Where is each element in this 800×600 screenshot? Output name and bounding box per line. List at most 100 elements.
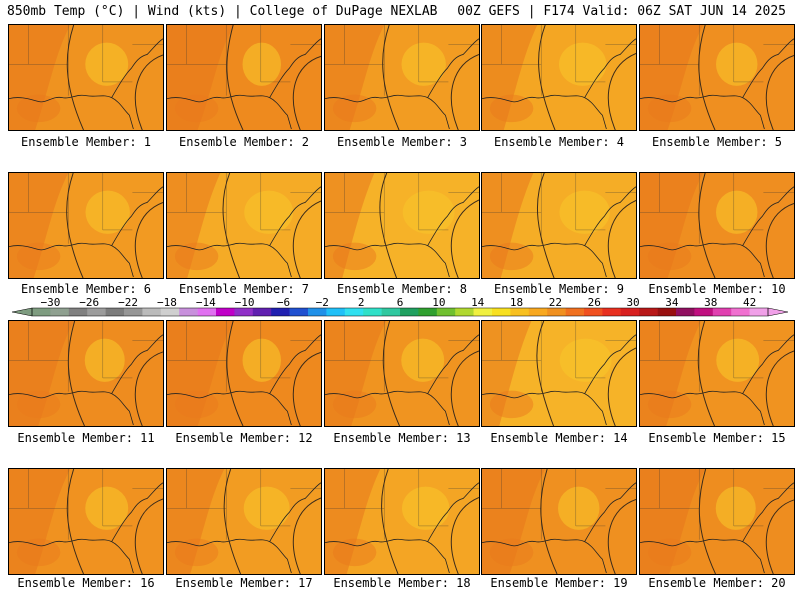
state-borders — [167, 173, 321, 244]
coastline — [482, 334, 636, 426]
height-contour — [607, 200, 636, 278]
ensemble-member-map — [166, 468, 322, 575]
colorbar-tick-label: −14 — [196, 296, 216, 309]
coastline — [167, 186, 321, 278]
height-contour — [226, 321, 244, 426]
ensemble-member-label: Ensemble Member: 11 — [17, 431, 155, 445]
colorbar-swatch — [234, 308, 254, 316]
height-contour — [134, 498, 163, 574]
colorbar-swatch — [547, 308, 566, 316]
colorbar-tick-label: 2 — [358, 296, 365, 309]
height-contour — [134, 54, 163, 130]
colorbar-swatch — [32, 308, 51, 316]
height-contour — [379, 173, 398, 278]
ensemble-member-map — [8, 172, 164, 279]
ensemble-member-label: Ensemble Member: 3 — [336, 135, 468, 149]
ensemble-member-map — [481, 24, 637, 131]
coastline — [9, 334, 163, 426]
cool-temperature-area — [559, 338, 612, 382]
warm-temperature-area — [647, 94, 692, 123]
height-contour — [223, 469, 242, 574]
colorbar-swatch — [455, 308, 474, 316]
warm-temperature-area — [489, 538, 534, 567]
height-contour — [765, 499, 794, 574]
warm-temperature-area — [174, 242, 219, 271]
warm-temperature-area — [489, 242, 534, 271]
ensemble-member-map — [8, 468, 164, 575]
height-contour — [134, 351, 163, 426]
coastline — [482, 482, 636, 574]
colorbar-tick-label: 26 — [588, 296, 601, 309]
ensemble-member-map — [324, 24, 480, 131]
warm-temperature-area — [16, 538, 61, 567]
warm-temperature-area — [647, 538, 692, 567]
coastline — [167, 334, 321, 426]
ensemble-member-label: Ensemble Member: 5 — [651, 135, 783, 149]
ensemble-member-label: Ensemble Member: 15 — [648, 431, 786, 445]
height-contour — [536, 173, 555, 278]
colorbar-swatch — [639, 308, 658, 316]
cool-temperature-area — [402, 190, 455, 234]
warm-temperature-area — [332, 242, 377, 271]
cool-temperature-area — [244, 190, 294, 234]
height-contour — [450, 53, 479, 130]
height-contour — [697, 321, 715, 426]
ensemble-member-map — [639, 468, 795, 575]
state-borders — [325, 25, 479, 96]
ensemble-member-map — [166, 24, 322, 131]
coastline — [167, 38, 321, 130]
ensemble-member-map — [8, 320, 164, 427]
height-contour — [765, 54, 794, 130]
colorbar-tick-label: −6 — [277, 296, 290, 309]
cool-temperature-area — [242, 338, 282, 382]
colorbar-swatch — [381, 308, 401, 316]
colorbar-swatch — [308, 308, 327, 316]
colorbar-tick-label: 34 — [665, 296, 679, 309]
state-borders — [9, 173, 163, 244]
height-contour — [540, 469, 558, 574]
ensemble-member-label: Ensemble Member: 10 — [648, 282, 786, 296]
cool-temperature-area — [401, 338, 445, 382]
coastline — [640, 186, 794, 278]
colorbar-swatch — [344, 308, 364, 316]
colorbar-swatch — [418, 308, 438, 316]
ensemble-member-label: Ensemble Member: 16 — [17, 576, 155, 590]
ensemble-member-label: Ensemble Member: 17 — [175, 576, 313, 590]
warm-temperature-area — [489, 94, 534, 123]
height-contour — [765, 350, 794, 426]
ensemble-member-label: Ensemble Member: 6 — [20, 282, 152, 296]
map-title: 850mb Temp (°C) | Wind (kts) | College o… — [7, 4, 438, 19]
colorbar-arrow-left — [12, 307, 33, 317]
height-contour — [538, 25, 556, 130]
ensemble-member-map — [481, 468, 637, 575]
colorbar-swatch — [50, 308, 70, 316]
colorbar-swatch — [584, 308, 603, 316]
height-contour — [765, 202, 794, 278]
colorbar-swatch — [400, 308, 419, 316]
colorbar-swatch — [731, 308, 750, 316]
ensemble-member-map — [8, 24, 164, 131]
state-borders — [167, 321, 321, 392]
warm-temperature-area — [16, 94, 61, 123]
height-contour — [66, 173, 84, 278]
ensemble-member-map — [166, 320, 322, 427]
height-contour — [292, 351, 321, 426]
ensemble-member-map — [166, 172, 322, 279]
colorbar-tick-label: −10 — [235, 296, 255, 309]
height-contour — [607, 53, 636, 130]
colorbar-tick-label: 30 — [626, 296, 639, 309]
ensemble-member-map — [324, 468, 480, 575]
colorbar-swatch — [271, 308, 290, 316]
coastline — [9, 38, 163, 130]
cool-temperature-area — [402, 486, 450, 530]
colorbar-tick-label: 10 — [432, 296, 445, 309]
colorbar-tick-label: 6 — [397, 296, 404, 309]
height-contour — [450, 350, 479, 426]
coastline — [640, 38, 794, 130]
cool-temperature-area — [84, 338, 125, 382]
ensemble-member-map — [639, 320, 795, 427]
colorbar-swatch — [528, 308, 548, 316]
colorbar-tick-label: 14 — [471, 296, 485, 309]
ensemble-member-label: Ensemble Member: 13 — [333, 431, 471, 445]
warm-temperature-area — [332, 538, 377, 567]
